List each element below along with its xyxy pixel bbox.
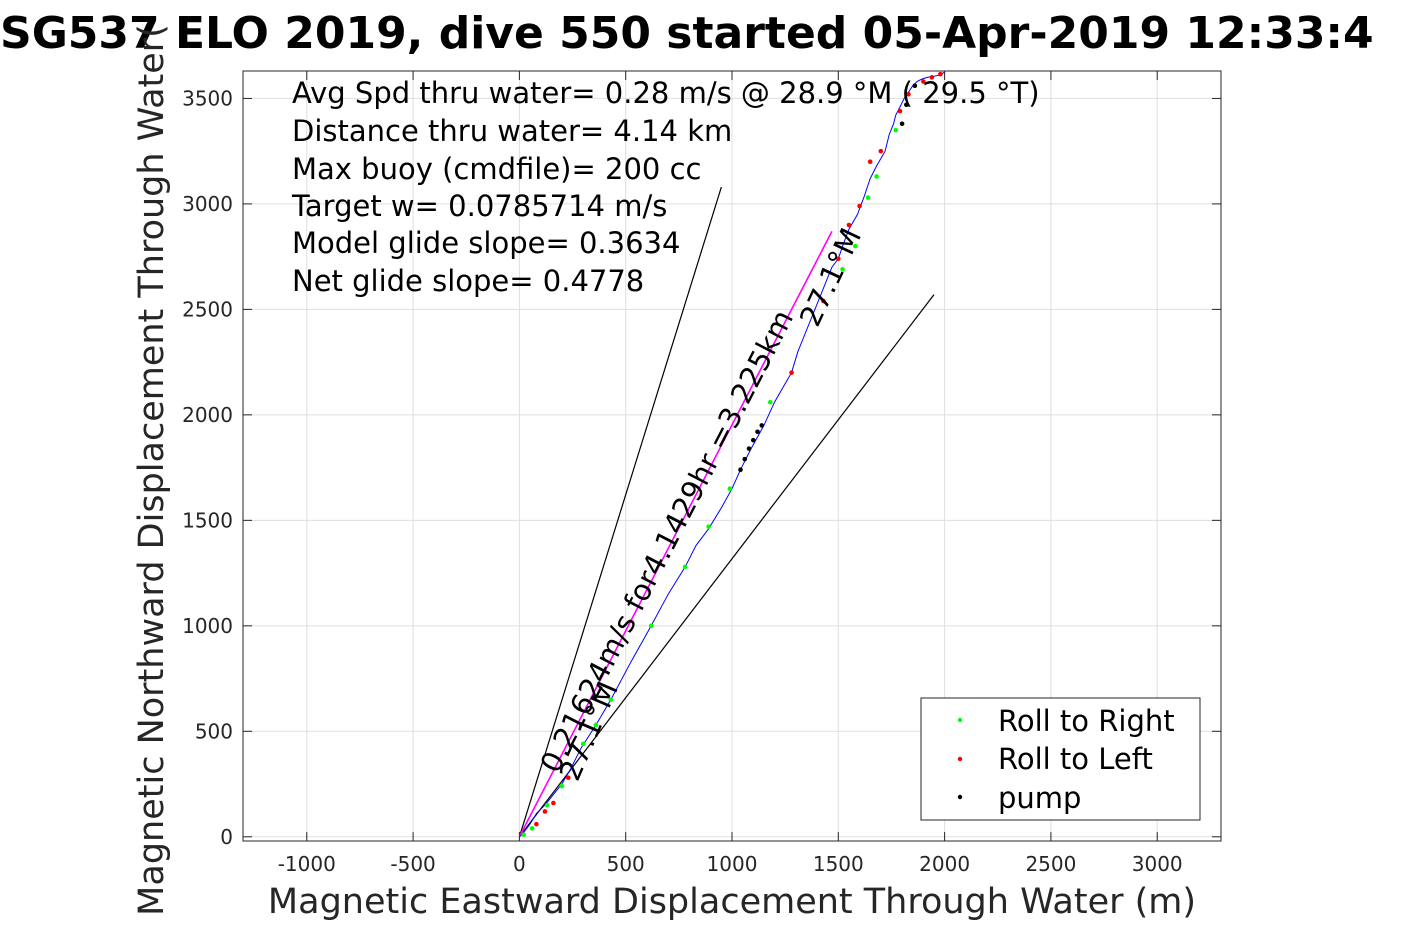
marker-roll-to-right (853, 243, 858, 249)
axis-ticks: -1000 -500 0 500 1000 1500 2000 2500 3000 0 500 100… (182, 71, 1221, 876)
marker-roll-to-left (542, 809, 548, 814)
marker-pump (750, 437, 756, 443)
marker-roll-to-right (559, 783, 565, 789)
plot-frame (242, 70, 1222, 842)
stat-line: Target w= 0.0785714 m/s (291, 189, 667, 223)
y-tick-label: 1500 (182, 508, 233, 532)
legend-label-roll-left: Roll to Left (998, 742, 1153, 776)
x-axis-label: Magnetic Eastward Displacement Through W… (268, 882, 1196, 922)
marker-pump (742, 456, 748, 462)
marker-roll-to-left (929, 75, 935, 80)
x-tick-label: 2500 (1025, 852, 1076, 876)
marker-roll-to-left (938, 71, 943, 77)
x-tick-label: 0 (513, 852, 526, 876)
y-axis-label: Magnetic Northward Displacement Through … (132, 24, 172, 916)
y-tick-label: 3000 (182, 192, 233, 216)
marker-roll-to-right (874, 174, 879, 179)
stat-line: Model glide slope= 0.3634 (292, 226, 680, 260)
model-glide-line-left (518, 186, 722, 837)
marker-roll-to-right (529, 826, 535, 831)
marker-roll-to-left (846, 222, 852, 228)
marker-roll-to-left (821, 298, 826, 304)
x-tick-label: 2000 (919, 852, 970, 876)
marker-pump (759, 423, 765, 428)
stat-line: Max buoy (cmdfile)= 200 cc (292, 152, 701, 186)
x-tick-label: 1000 (707, 852, 758, 876)
legend-marker-roll-left (957, 756, 963, 762)
marker-pump (738, 467, 743, 473)
marker-roll-to-right (648, 623, 654, 629)
stat-line: Net glide slope= 0.4778 (292, 264, 644, 298)
marker-roll-to-right (893, 127, 899, 133)
marker-roll-to-right (727, 486, 733, 491)
x-tick-label: 1500 (813, 852, 864, 876)
marker-roll-to-left (906, 91, 911, 97)
marker-group (521, 71, 943, 837)
x-tick-label: -1000 (278, 852, 336, 876)
marker-roll-to-right (865, 195, 871, 200)
legend-label-roll-right: Roll to Right (998, 704, 1175, 738)
y-tick-label: 500 (195, 719, 233, 743)
marker-roll-to-right (608, 697, 614, 702)
marker-roll-to-right (706, 524, 711, 529)
stat-line: Distance thru water= 4.14 km (292, 114, 732, 148)
y-tick-label: 2000 (182, 403, 233, 427)
model-glide-line-right (518, 294, 935, 838)
marker-pump (904, 102, 909, 108)
y-tick-label: 3500 (182, 86, 233, 110)
marker-roll-to-right (682, 564, 688, 570)
marker-roll-to-right (767, 399, 773, 405)
marker-pump (746, 446, 752, 451)
x-tick-label: 500 (607, 852, 645, 876)
stats-block: Avg Spd thru water= 0.28 m/s @ 28.9 °M (… (291, 76, 1040, 298)
legend: Roll to Right Roll to Left pump (920, 697, 1201, 821)
marker-roll-to-left (897, 108, 903, 114)
marker-pump (912, 83, 918, 89)
y-tick-label: 0 (220, 825, 233, 849)
marker-roll-to-right (593, 722, 599, 728)
marker-roll-to-right (521, 832, 526, 837)
marker-roll-to-right (580, 741, 586, 747)
x-tick-label: 3000 (1132, 852, 1183, 876)
marker-roll-to-left (867, 159, 873, 165)
legend-label-pump: pump (998, 781, 1081, 815)
marker-roll-to-right (840, 267, 845, 272)
marker-roll-to-left (565, 775, 571, 781)
marker-roll-to-left (836, 256, 841, 262)
guide-lines (518, 186, 935, 838)
marker-pump (755, 429, 760, 435)
marker-roll-to-right (544, 802, 550, 808)
marker-roll-to-left (789, 370, 794, 375)
legend-box (920, 697, 1201, 821)
legend-marker-pump (957, 794, 963, 800)
marker-roll-to-left (921, 79, 926, 84)
marker-roll-to-left (551, 800, 556, 806)
legend-marker-roll-right (957, 717, 963, 723)
marker-roll-to-left (534, 821, 539, 827)
x-tick-label: -500 (390, 852, 435, 876)
current-vector-line (518, 230, 833, 838)
y-tick-label: 2500 (182, 297, 233, 321)
marker-roll-to-left (857, 203, 862, 209)
track-group (519, 71, 945, 838)
glider-track-line (519, 71, 945, 838)
marker-pump (899, 121, 905, 127)
marker-roll-to-left (878, 148, 884, 154)
y-tick-label: 1000 (182, 614, 233, 638)
chart-title: SG537 ELO 2019, dive 550 started 05-Apr-… (0, 8, 1374, 59)
stat-line: Avg Spd thru water= 0.28 m/s @ 28.9 °M (… (292, 76, 1040, 110)
